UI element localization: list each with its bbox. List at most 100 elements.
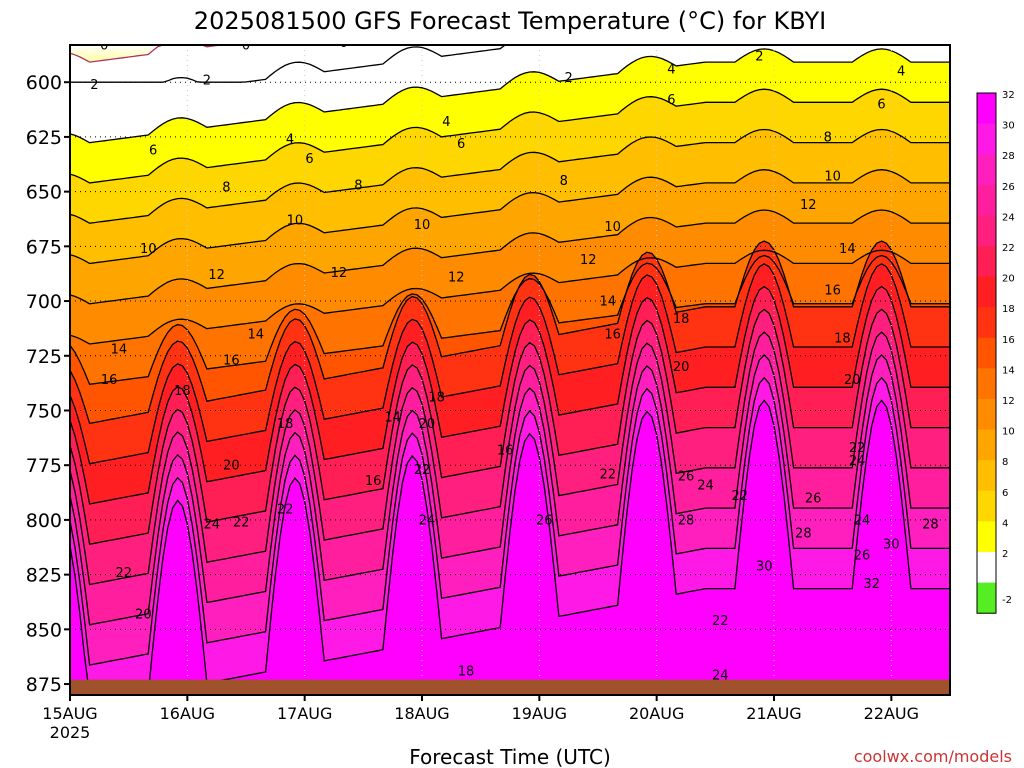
contour-label: 22 [849,441,866,456]
colorbar-swatch [977,399,996,431]
colorbar-label: 12 [1002,396,1015,407]
contour-label: 12 [208,268,225,283]
contour-label: 24 [849,454,866,469]
colorbar-label: 14 [1002,365,1015,376]
y-tick-label: 825 [26,565,62,587]
contour-label: 12 [331,266,348,281]
contour-label: 2 [90,78,98,93]
contour-label: 26 [536,513,553,528]
contour-label: 20 [844,373,861,388]
colorbar-swatch [977,184,996,216]
x-tick-label: 19AUG [512,704,567,723]
contour-label: 14 [111,343,128,358]
contour-label: 2 [565,71,573,86]
contour-label: 0 [242,38,250,53]
y-tick-label: 775 [26,455,62,477]
contour-label: 22 [277,502,294,517]
contour-label: 20 [223,459,240,474]
temperature-bands [70,45,950,695]
plot-frame [69,44,951,696]
x-axis-label: Forecast Time (UTC) [409,745,611,768]
isotherm-8 [70,128,950,224]
contour-label: 2 [755,49,763,64]
isotherm-2 [70,45,950,83]
isotherm-28 [70,353,950,626]
surface-ground [70,679,950,695]
isotherm-4 [70,48,950,144]
colorbar: 32 30 28 26 24 22 20 18 16 14 12 10 8 6 4 2 -2 [976,90,1015,614]
contour-label: 28 [795,526,812,541]
colorbar-swatch [977,246,996,278]
contour-label: 6 [149,143,157,158]
contour-label: 18 [428,391,445,406]
isotherm-12 [70,209,950,305]
contour-label: 10 [824,170,841,185]
contour-label: 16 [497,443,514,458]
colorbar-label: 16 [1002,335,1015,346]
y-tick-label: 625 [26,127,62,149]
colorbar-label: 20 [1002,274,1015,285]
y-tick-label: 600 [26,72,62,94]
band-32 [70,400,950,695]
contour-label: 2 [203,73,211,88]
contour-label: 10 [414,218,431,233]
isotherm-14 [70,249,950,345]
contour-label: 12 [580,253,597,268]
contour-label: 6 [667,93,675,108]
contour-label: 4 [897,65,905,80]
contour-label: 24 [697,478,714,493]
y-tick-label: 800 [26,510,62,532]
contour-label: 20 [419,417,436,432]
colorbar-swatch [977,276,996,308]
contour-label: 14 [384,410,401,425]
y-tick-label: 725 [26,346,62,368]
contour-label: 26 [854,548,871,563]
isotherm-30 [70,376,950,666]
contour-label: 8 [354,178,362,193]
x-tick-label: 16AUG [160,704,215,723]
contour-label: 20 [673,360,690,375]
colorbar-label: 32 [1002,90,1015,101]
colorbar-swatch [977,490,996,522]
contour-label: 16 [604,327,621,342]
chart-title: 2025081500 GFS Forecast Temperature (°C)… [194,7,826,35]
contour-label: 14 [600,294,617,309]
colorbar-label: 24 [1002,212,1015,223]
contour-label: 16 [365,474,382,489]
colorbar-swatch [977,429,996,461]
x-tick-label: 22AUG [864,704,919,723]
contour-label: 8 [560,174,568,189]
colorbar-frame [976,92,997,614]
contour-label: 0 [100,38,108,53]
contour-label: 14 [248,327,265,342]
x-tick-label: 21AUG [746,704,801,723]
isotherm-10 [70,169,950,265]
contour-label: 0 [340,36,348,51]
isotherm-20 [70,263,950,465]
y-tick-label: 750 [26,400,62,422]
colorbar-label: 28 [1002,151,1015,162]
grid-lines [70,45,950,695]
contour-lines [70,45,950,695]
y-tick-label: 700 [26,291,62,313]
contour-label: 6 [305,152,313,167]
credit-link[interactable]: coolwx.com/models [854,747,1012,766]
x-tick-label: 17AUG [277,704,332,723]
contour-label: 22 [600,467,617,482]
contour-label: 18 [174,384,191,399]
contour-label: 10 [604,220,621,235]
contour-label: 12 [800,198,817,213]
isotherm-26 [70,331,950,586]
contour-label: 10 [287,213,304,228]
colorbar-swatch [977,123,996,155]
contour-label: 22 [116,566,133,581]
contour-label: 4 [442,115,450,130]
colorbar-swatch [977,582,996,614]
contour-label: 28 [678,513,695,528]
colorbar-swatch [977,552,996,584]
colorbar-label: 26 [1002,182,1015,193]
